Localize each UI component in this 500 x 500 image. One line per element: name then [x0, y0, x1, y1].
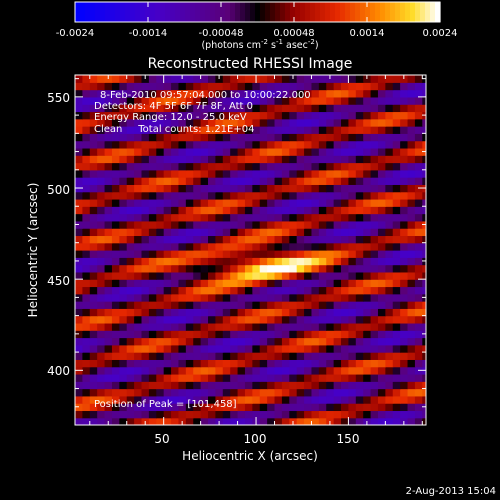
plot-timestamp: 2-Aug-2013 15:04 — [406, 486, 496, 497]
colorbar-tick-label-0: -0.0024 — [56, 28, 95, 39]
y-tick-label-550: 550 — [47, 91, 70, 105]
colorbar-tick-label-2: -0.00048 — [199, 28, 244, 39]
chart-title: Reconstructed RHESSI Image — [148, 56, 353, 72]
y-tick-label-400: 400 — [47, 364, 70, 378]
y-axis-label: Heliocentric Y (arcsec) — [26, 183, 40, 318]
colorbar-tick-label-5: 0.0024 — [423, 28, 458, 39]
colorbar-tick-label-1: -0.0014 — [129, 28, 168, 39]
colorbar-gradient — [75, 2, 441, 22]
peak-position-label: Position of Peak = [101,458] — [94, 399, 237, 410]
plot-frame — [74, 74, 427, 426]
colorbar-ticks — [74, 2, 441, 22]
annotation-detectors: Detectors: 4F 5F 6F 7F 8F, Att 0 — [94, 101, 253, 112]
colorbar: -0.0024 -0.0014 -0.00048 0.00048 0.0014 … — [56, 1, 458, 51]
colorbar-unit-label: (photons cm-2 s-1 asec-2) — [201, 38, 318, 51]
annotation-time-range: 8-Feb-2010 09:57:04.000 to 10:00:22.000 — [100, 90, 311, 101]
y-tick-label-450: 450 — [47, 274, 70, 288]
colorbar-tick-label-4: 0.0014 — [350, 28, 385, 39]
annotation-energy-range: Energy Range: 12.0 - 25.0 keV — [94, 112, 247, 123]
heatmap-image — [75, 75, 426, 425]
x-tick-label-150: 150 — [337, 432, 360, 446]
y-tick-label-500: 500 — [47, 183, 70, 197]
x-axis-label: Heliocentric X (arcsec) — [182, 449, 318, 463]
x-tick-label-50: 50 — [154, 432, 169, 446]
axis-ticks — [75, 75, 426, 425]
x-tick-label-100: 100 — [244, 432, 267, 446]
annotation-clean-counts: Clean Total counts: 1.21E+04 — [94, 124, 254, 135]
colorbar-tick-label-3: 0.00048 — [273, 28, 314, 39]
